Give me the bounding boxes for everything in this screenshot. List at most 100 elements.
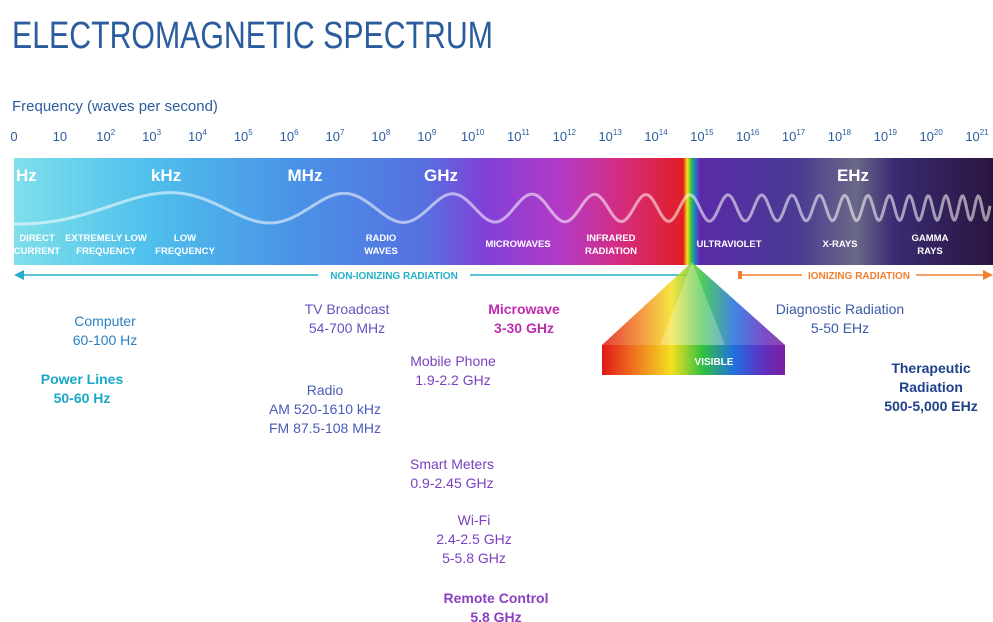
tick-base: 0	[10, 129, 17, 144]
tick-exponent: 16	[750, 128, 759, 137]
tick-base: 10	[965, 129, 979, 144]
tick-exponent: 13	[613, 128, 622, 137]
tick-base: 10	[96, 129, 110, 144]
tick-exponent: 14	[659, 128, 668, 137]
application-text: Radio	[307, 382, 344, 398]
application-text: 60-100 Hz	[73, 332, 138, 348]
tick-base: 10	[507, 129, 521, 144]
ionizing-marker	[738, 271, 742, 279]
unit-label: EHz	[837, 166, 869, 185]
tick-base: 10	[142, 129, 156, 144]
tick-label: 103	[142, 128, 161, 144]
title: ELECTROMAGNETIC SPECTRUM	[12, 15, 493, 57]
tick-base: 10	[234, 129, 248, 144]
tick-label: 106	[280, 128, 299, 144]
tick-exponent: 8	[386, 128, 391, 137]
application-text: 5.8 GHz	[470, 609, 521, 622]
tick-label: 1013	[598, 128, 622, 144]
region-label: WAVES	[364, 246, 398, 257]
axis-label: Frequency (waves per second)	[12, 98, 218, 115]
region-label: RADIO	[366, 233, 397, 244]
tick-label: 108	[371, 128, 390, 144]
region-label: LOW	[174, 233, 196, 244]
application-text: 50-60 Hz	[54, 390, 111, 406]
application-text: Computer	[74, 313, 136, 329]
region-label: RAYS	[917, 246, 943, 257]
tick-label: 1016	[736, 128, 760, 144]
application-text: 1.9-2.2 GHz	[415, 372, 490, 388]
tick-label: 1021	[965, 128, 989, 144]
tick-label: 1014	[644, 128, 668, 144]
tick-label: 107	[326, 128, 345, 144]
application-text: Therapeutic	[891, 360, 971, 376]
tick-base: 10	[644, 129, 658, 144]
application-text: TV Broadcast	[305, 301, 390, 317]
application-text: 2.4-2.5 GHz	[436, 531, 511, 547]
application-text: Power Lines	[41, 371, 124, 387]
unit-label: GHz	[424, 166, 458, 185]
tick-label: 10	[53, 129, 67, 144]
tick-label: 1019	[874, 128, 898, 144]
unit-label: MHz	[288, 166, 323, 185]
ionizing-label: IONIZING RADIATION	[808, 271, 910, 282]
tick-base: 10	[371, 129, 385, 144]
tick-exponent: 15	[705, 128, 714, 137]
tick-exponent: 4	[202, 128, 207, 137]
tick-base: 10	[690, 129, 704, 144]
tick-base: 10	[326, 129, 340, 144]
tick-label: 102	[96, 128, 115, 144]
infographic: ELECTROMAGNETIC SPECTRUM Frequency (wave…	[0, 0, 993, 622]
tick-label: 1017	[782, 128, 806, 144]
tick-base: 10	[417, 129, 431, 144]
tick-exponent: 9	[432, 128, 437, 137]
tick-exponent: 5	[248, 128, 253, 137]
application-text: AM 520-1610 kHz	[269, 401, 381, 417]
tick-exponent: 11	[522, 128, 531, 137]
tick-label: 1010	[461, 128, 485, 144]
tick-label: 104	[188, 128, 207, 144]
application-text: Diagnostic Radiation	[776, 301, 904, 317]
tick-exponent: 12	[567, 128, 576, 137]
tick-label: 105	[234, 128, 253, 144]
tick-exponent: 7	[340, 128, 345, 137]
application-text: 3-30 GHz	[494, 320, 554, 336]
tick-label: 1011	[507, 128, 530, 144]
unit-label: kHz	[151, 166, 181, 185]
tick-base: 10	[461, 129, 475, 144]
tick-label: 1015	[690, 128, 714, 144]
visible-label: VISIBLE	[695, 357, 734, 368]
tick-base: 10	[828, 129, 842, 144]
region-label: CURRENT	[14, 246, 61, 257]
application-text: Remote Control	[444, 590, 549, 606]
region-label: FREQUENCY	[76, 246, 136, 257]
tick-base: 10	[53, 129, 67, 144]
tick-exponent: 17	[796, 128, 805, 137]
tick-label: 1020	[919, 128, 943, 144]
application-text: 5-50 EHz	[811, 320, 869, 336]
application-text: Radiation	[899, 379, 963, 395]
tick-base: 10	[280, 129, 294, 144]
tick-label: 1018	[828, 128, 852, 144]
tick-exponent: 6	[294, 128, 299, 137]
application-text: 5-5.8 GHz	[442, 550, 506, 566]
region-label: DIRECT	[19, 233, 55, 244]
tick-base: 10	[919, 129, 933, 144]
unit-label: Hz	[16, 166, 37, 185]
tick-exponent: 2	[111, 128, 116, 137]
region-label: GAMMA	[912, 233, 949, 244]
tick-exponent: 21	[980, 128, 989, 137]
application-text: 500-5,000 EHz	[884, 398, 977, 414]
tick-label: 109	[417, 128, 436, 144]
region-label: EXTREMELY LOW	[65, 233, 147, 244]
application-text: Mobile Phone	[410, 353, 496, 369]
region-label: X-RAYS	[822, 239, 857, 250]
tick-base: 10	[188, 129, 202, 144]
application-text: Wi-Fi	[458, 512, 491, 528]
tick-exponent: 20	[934, 128, 943, 137]
arrow-head	[14, 270, 24, 280]
tick-base: 10	[598, 129, 612, 144]
tick-exponent: 18	[842, 128, 851, 137]
region-label: ULTRAVIOLET	[696, 239, 761, 250]
arrow-head	[983, 270, 993, 280]
